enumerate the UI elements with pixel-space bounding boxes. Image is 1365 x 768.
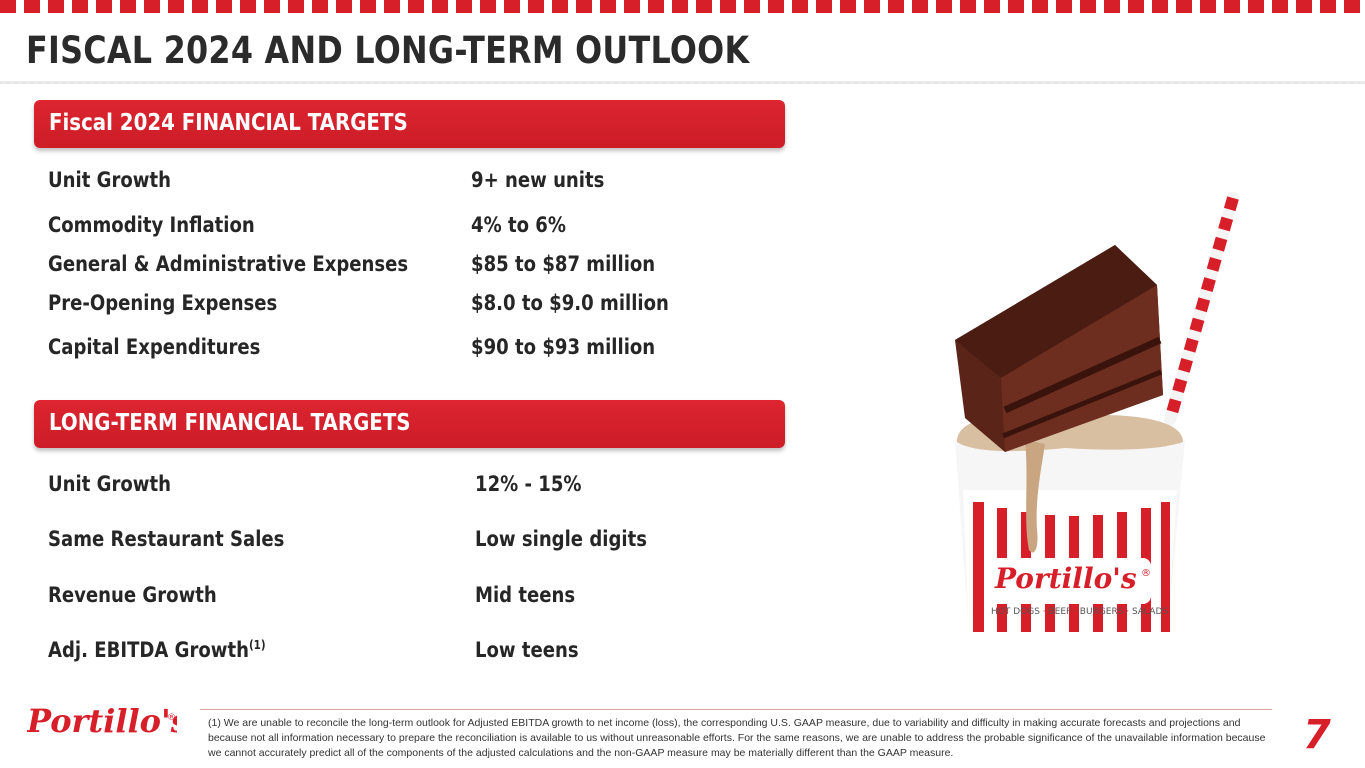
long-term-header: LONG-TERM FINANCIAL TARGETS [34,400,785,448]
cup-logo: Portillo's [994,562,1137,595]
cup-tagline: HOT DOGS · BEEF · BURGERS · SALADS [991,607,1168,617]
brand-logo: Portillo's ® [26,700,189,746]
lt-row-label: Adj. EBITDA Growth(1) [48,638,266,662]
fy-row-value: 9+ new units [471,168,605,192]
footer-divider [200,709,1272,710]
lt-row-label: Same Restaurant Sales [48,527,285,551]
lt-row-label: Unit Growth [48,472,171,496]
page-title: FISCAL 2024 AND LONG-TERM OUTLOOK [26,29,750,72]
long-term-header-label: LONG-TERM FINANCIAL TARGETS [49,410,411,436]
fy-row-label: Unit Growth [48,168,171,192]
lt-row-value: 12% - 15% [475,472,582,496]
fiscal-2024-header-label: Fiscal 2024 FINANCIAL TARGETS [49,110,408,136]
fy-row-label: General & Administrative Expenses [48,252,409,276]
lt-row-value: Low teens [475,638,579,662]
lt-row-value: Mid teens [475,583,576,607]
footnote-marker: (1) [248,638,266,652]
cake-shake-photo: Portillo's ® HOT DOGS · BEEF · BURGERS ·… [955,192,1239,634]
footnote: (1) We are unable to reconcile the long-… [208,716,1268,761]
portillos-logo-icon: Portillo's ® [26,702,189,740]
fy-row-value: $85 to $87 million [471,252,656,276]
logo-registered-mark: ® [167,713,176,723]
page-number: 7 [1303,712,1331,758]
decorative-top-stripe [0,0,1365,13]
cup-icon: Portillo's ® HOT DOGS · BEEF · BURGERS ·… [955,440,1185,634]
lt-row-value: Low single digits [475,527,647,551]
footnote-text: (1) We are unable to reconcile the long-… [208,717,1266,759]
lt-row-label: Revenue Growth [48,583,217,607]
fiscal-2024-header: Fiscal 2024 FINANCIAL TARGETS [34,100,785,148]
fy-row-value: $90 to $93 million [471,335,656,359]
fy-row-label: Commodity Inflation [48,213,255,237]
fy-row-value: 4% to 6% [471,213,566,237]
title-band: FISCAL 2024 AND LONG-TERM OUTLOOK [0,13,1365,87]
fy-row-label: Capital Expenditures [48,335,261,359]
logo-text: Portillo's [27,702,177,740]
fy-row-label: Pre-Opening Expenses [48,291,278,315]
straw-icon [1164,192,1239,426]
cup-registered-mark: ® [1141,568,1151,579]
fy-row-value: $8.0 to $9.0 million [471,291,669,315]
cake-icon [955,245,1163,452]
lt-row-label-text: Adj. EBITDA Growth [48,638,249,662]
